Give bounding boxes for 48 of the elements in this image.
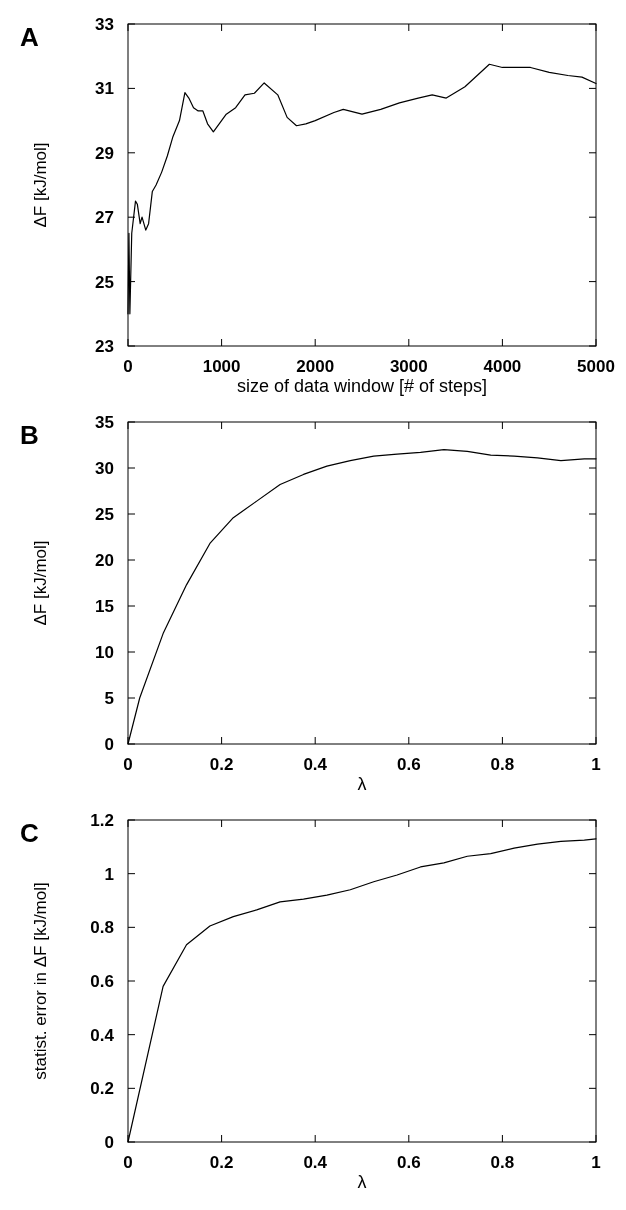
x-tick-label: 0.8 (490, 1153, 515, 1172)
x-tick-label: 1000 (202, 357, 241, 376)
y-tick-label: 27 (95, 208, 114, 228)
x-tick-label: 0 (123, 755, 133, 774)
y-tick-label: 0.6 (90, 971, 114, 991)
y-tick-label: 30 (95, 458, 114, 478)
y-tick-label: 15 (95, 596, 114, 616)
y-tick-label: 0.4 (90, 1025, 115, 1045)
x-tick-label: 0.2 (209, 755, 234, 774)
x-tick-label: 0 (123, 1153, 133, 1172)
x-tick-label: 0.6 (396, 1153, 421, 1172)
x-tick-label: 1 (591, 755, 601, 774)
x-axis-title: λ (357, 774, 367, 794)
y-axis-title: ΔF [kJ/mol] (31, 540, 50, 626)
x-tick-label: 4000 (483, 357, 522, 376)
y-tick-label: 25 (95, 272, 114, 292)
y-tick-label: 0.8 (90, 918, 114, 938)
x-tick-label: 1 (591, 1153, 601, 1172)
x-tick-label: 0.4 (303, 1153, 328, 1172)
chart-title: C (20, 818, 39, 848)
y-tick-label: 25 (95, 504, 114, 524)
y-tick-label: 35 (95, 412, 114, 432)
y-tick-label: 20 (95, 550, 114, 570)
x-tick-label: 0.4 (303, 755, 328, 774)
y-tick-label: 1.2 (90, 810, 114, 830)
y-tick-label: 5 (104, 688, 114, 708)
x-tick-label: 0.6 (396, 755, 421, 774)
x-tick-label: 0.8 (490, 755, 515, 774)
y-tick-label: 0 (104, 1132, 114, 1152)
chart-title: B (20, 420, 39, 450)
y-tick-label: 29 (95, 143, 114, 163)
y-axis-title: statist. error in ΔF [kJ/mol] (31, 882, 50, 1080)
x-tick-label: 2000 (296, 357, 335, 376)
x-tick-label: 3000 (389, 357, 428, 376)
y-axis-title: ΔF [kJ/mol] (31, 142, 50, 228)
y-tick-label: 31 (95, 79, 114, 99)
y-tick-label: 1 (104, 864, 114, 884)
y-tick-label: 10 (95, 642, 114, 662)
chart-title: A (20, 22, 39, 52)
y-tick-label: 0.2 (90, 1079, 114, 1099)
x-tick-label: 5000 (577, 357, 615, 376)
x-tick-label: 0 (123, 357, 133, 376)
x-tick-label: 0.2 (209, 1153, 234, 1172)
x-axis-title: λ (357, 1172, 367, 1192)
y-tick-label: 23 (95, 336, 114, 356)
y-tick-label: 33 (95, 14, 114, 34)
x-axis-title: size of data window [# of steps] (236, 376, 488, 396)
y-tick-label: 0 (104, 734, 114, 754)
